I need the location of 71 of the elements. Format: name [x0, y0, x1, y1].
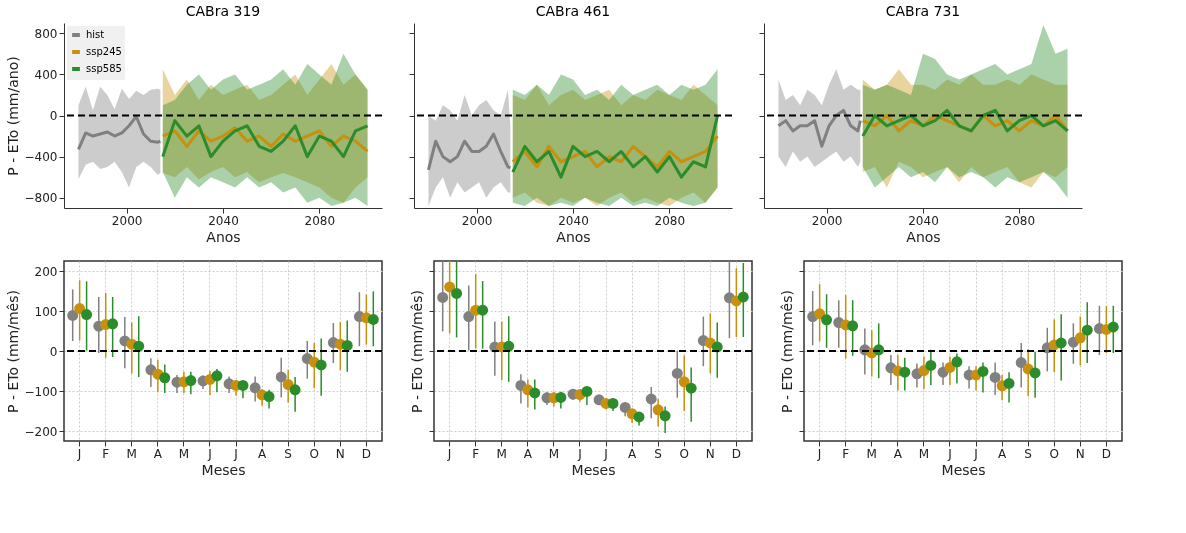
chart-title: CABra 461 — [535, 3, 611, 19]
x-tick-label: N — [705, 446, 715, 461]
x-tick-label: J — [603, 446, 608, 461]
x-tick-label: A — [523, 446, 533, 461]
chart-title: CABra 731 — [885, 3, 961, 19]
y-tick-label: −400 — [24, 150, 58, 165]
x-tick-label: 2000 — [111, 213, 143, 228]
x-tick-label: M — [126, 446, 137, 461]
x-tick-label: F — [842, 446, 850, 461]
x-tick-label: O — [679, 446, 689, 461]
x-tick-label: 2080 — [654, 213, 686, 228]
x-tick-label: 2000 — [811, 213, 843, 228]
x-tick-label: D — [361, 446, 371, 461]
x-tick-label: 2040 — [558, 213, 589, 228]
x-axis-title: Meses — [201, 461, 246, 478]
x-tick-label: 2000 — [461, 213, 493, 228]
x-tick-label: 2080 — [304, 213, 336, 228]
x-tick-label: 2080 — [1004, 213, 1036, 228]
chart-title: CABra 319 — [185, 3, 261, 19]
x-tick-label: 2040 — [208, 213, 239, 228]
y-axis-title: P - ETo (mm/mês) — [4, 290, 21, 413]
x-tick-label: M — [548, 446, 560, 461]
x-tick-label: J — [233, 446, 238, 461]
legend-label: ssp245 — [86, 46, 122, 57]
x-tick-label: S — [654, 446, 662, 461]
x-tick-label: M — [918, 446, 930, 461]
x-tick-label: 2040 — [908, 213, 939, 228]
x-tick-label: O — [1049, 446, 1059, 461]
x-tick-label: J — [577, 446, 582, 461]
x-tick-label: O — [309, 446, 319, 461]
x-tick-label: J — [76, 446, 82, 461]
x-tick-label: A — [257, 446, 267, 461]
x-tick-label: N — [335, 446, 345, 461]
y-axis-title: P - ETo (mm/mês) — [779, 290, 795, 413]
y-tick-label: −200 — [24, 424, 58, 439]
x-tick-label: F — [472, 446, 480, 461]
x-tick-label: J — [207, 446, 212, 461]
x-tick-label: M — [178, 446, 190, 461]
x-tick-label: J — [816, 446, 822, 461]
x-tick-label: A — [153, 446, 163, 461]
y-axis-title: P - ETo (mm/mês) — [409, 290, 425, 413]
x-tick-label: D — [1101, 446, 1111, 461]
x-tick-label: A — [997, 446, 1007, 461]
x-tick-label: J — [947, 446, 952, 461]
y-tick-label: 400 — [34, 67, 58, 82]
x-tick-label: J — [446, 446, 452, 461]
x-tick-label: A — [627, 446, 637, 461]
x-tick-label: D — [731, 446, 741, 461]
y-tick-label: 100 — [34, 304, 58, 319]
y-tick-label: −800 — [24, 191, 58, 206]
y-axis-title: P - ETo (mm/ano) — [4, 56, 21, 176]
x-tick-label: A — [893, 446, 903, 461]
x-tick-label: M — [496, 446, 507, 461]
x-tick-label: M — [866, 446, 877, 461]
x-axis-title: Meses — [571, 461, 616, 478]
x-axis-title: Anos — [206, 228, 241, 245]
y-tick-label: −100 — [24, 384, 58, 399]
x-axis-title: Meses — [941, 461, 986, 478]
x-axis-title: Anos — [906, 228, 941, 245]
x-tick-label: J — [973, 446, 978, 461]
y-tick-label: 0 — [49, 109, 58, 123]
x-tick-label: F — [102, 446, 110, 461]
x-axis-title: Anos — [556, 228, 591, 245]
y-tick-label: 0 — [49, 344, 58, 359]
legend-label: ssp585 — [86, 63, 122, 74]
x-tick-label: N — [1075, 446, 1085, 461]
y-tick-label: 200 — [34, 264, 58, 279]
x-tick-label: S — [284, 446, 292, 461]
x-tick-label: S — [1024, 446, 1032, 461]
legend-label: hist — [86, 29, 105, 40]
y-tick-label: 800 — [34, 26, 58, 41]
